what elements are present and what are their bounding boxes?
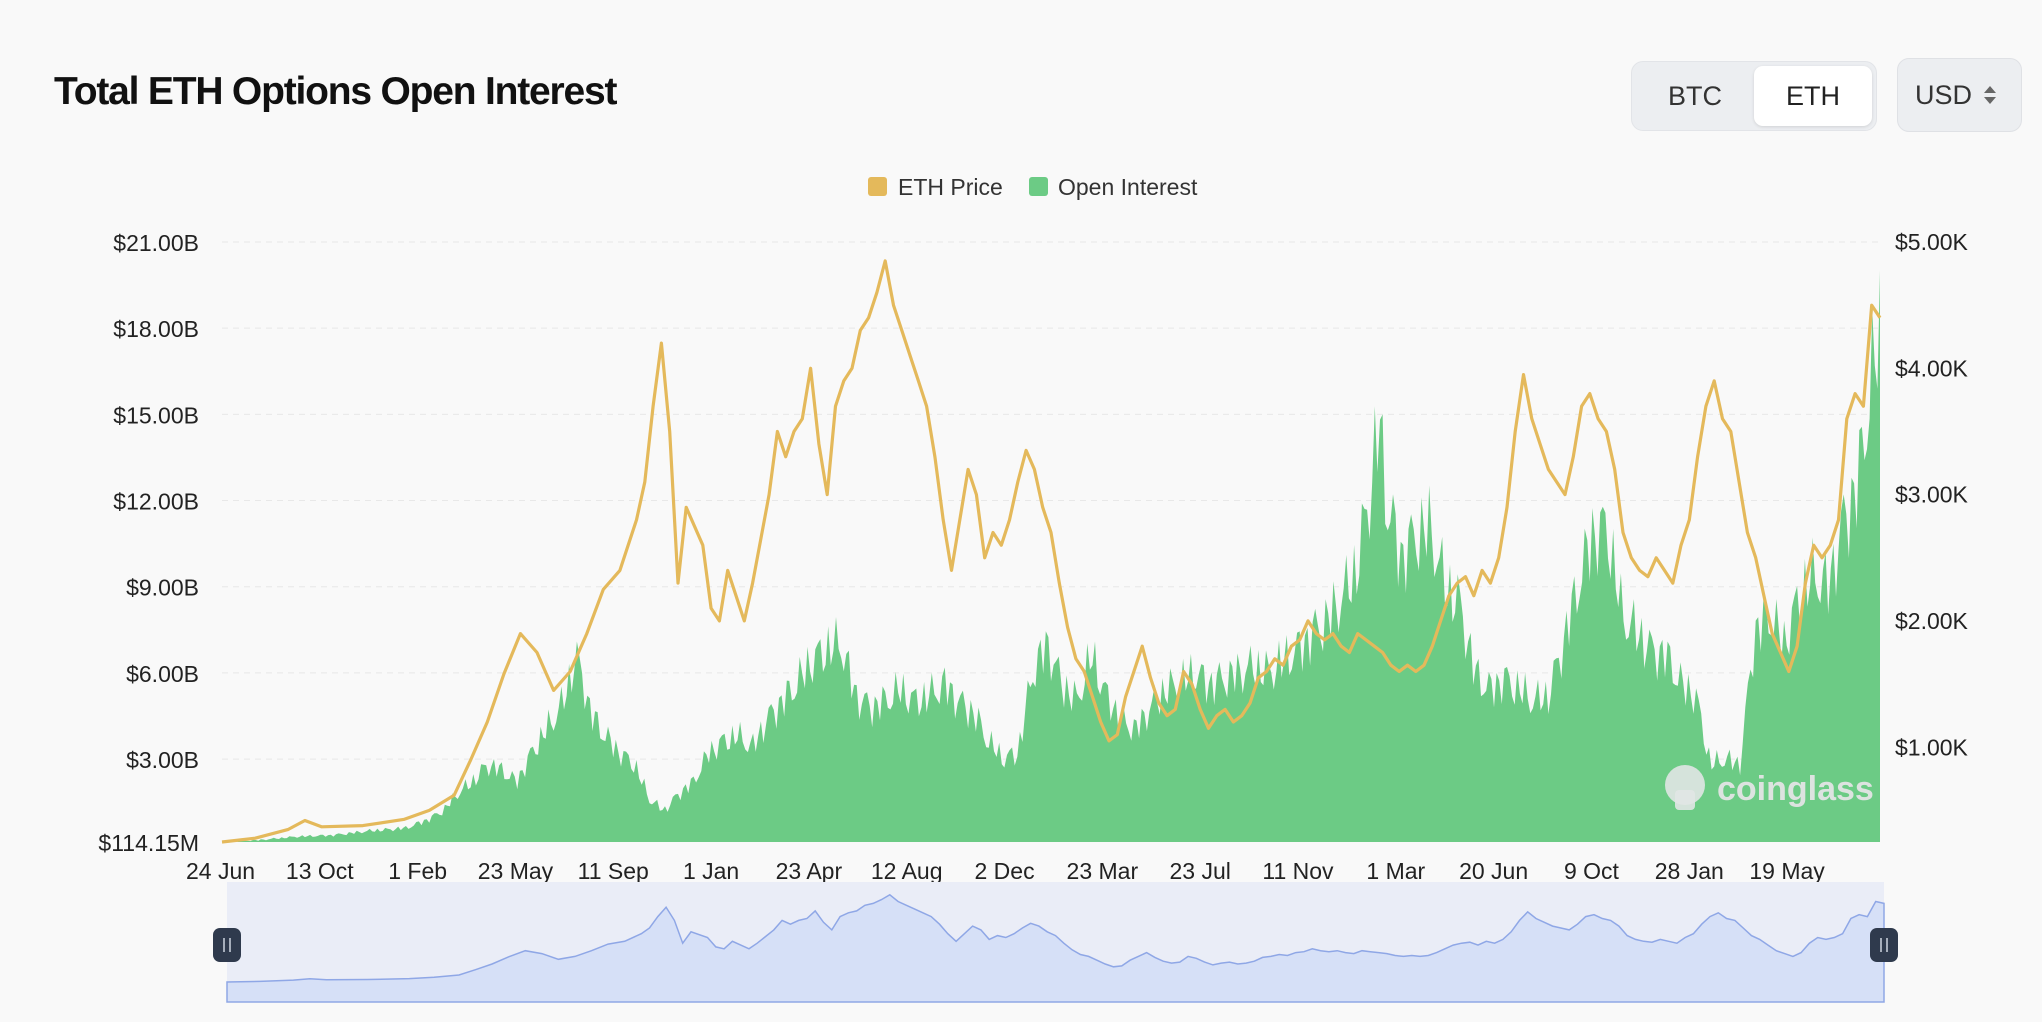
y-right-tick-label: $3.00K (1895, 482, 1969, 508)
x-tick-label: 20 Jun (1459, 858, 1528, 884)
x-tick-label: 19 May (1749, 858, 1825, 884)
y-right-tick-label: $2.00K (1895, 608, 1969, 634)
x-tick-label: 2 Dec (974, 858, 1034, 884)
x-tick-label: 28 Jan (1655, 858, 1724, 884)
legend-oi-swatch (1029, 177, 1048, 196)
x-tick-label: 1 Feb (388, 858, 447, 884)
y-left-tick-label: $15.00B (113, 402, 199, 428)
navigator-right-handle[interactable] (1870, 928, 1898, 962)
legend-price-swatch (868, 177, 887, 196)
x-tick-label: 9 Oct (1564, 858, 1620, 884)
x-tick-label: 12 Aug (871, 858, 943, 884)
legend-price-label: ETH Price (898, 174, 1003, 200)
y-left-tick-label: $18.00B (113, 316, 199, 342)
page-title: Total ETH Options Open Interest (54, 70, 617, 113)
asset-toggle: BTC ETH (1631, 61, 1877, 131)
y-right-tick-label: $1.00K (1895, 734, 1969, 760)
watermark-text: coinglass (1717, 770, 1874, 808)
y-left-tick-label: $21.00B (113, 230, 199, 256)
x-tick-label: 23 Jul (1169, 858, 1230, 884)
navigator-left-handle[interactable] (213, 928, 241, 962)
handle-grip-icon (1870, 928, 1898, 962)
y-right-tick-label: $5.00K (1895, 229, 1969, 255)
x-tick-label: 11 Nov (1262, 858, 1334, 884)
y-left-tick-label: $12.00B (113, 489, 199, 515)
currency-select[interactable]: USD (1897, 58, 2022, 132)
eth-toggle-button[interactable]: ETH (1754, 66, 1872, 126)
y-left-tick-label: $3.00B (126, 747, 199, 773)
btc-toggle-button[interactable]: BTC (1636, 66, 1754, 126)
y-right-tick-label: $4.00K (1895, 355, 1969, 381)
x-tick-label: 1 Mar (1366, 858, 1425, 884)
currency-value: USD (1915, 79, 1973, 110)
y-left-tick-label: $6.00B (126, 661, 199, 687)
eth-price-line (221, 259, 1882, 844)
chevron-updown-icon (1984, 86, 1997, 104)
x-tick-label: 23 Apr (776, 858, 843, 884)
legend-oi-label: Open Interest (1058, 174, 1198, 200)
x-tick-label: 11 Sep (578, 858, 649, 884)
y-left-tick-label: $114.15M (98, 830, 199, 856)
y-left-tick-label: $9.00B (126, 575, 199, 601)
watermark-logo-base (1675, 790, 1695, 810)
x-tick-label: 24 Jun (186, 858, 255, 884)
open-interest-area (222, 270, 1880, 842)
navigator-series (226, 893, 1885, 1003)
x-tick-label: 13 Oct (286, 858, 354, 884)
x-tick-label: 23 May (478, 858, 554, 884)
x-tick-label: 1 Jan (683, 858, 739, 884)
x-tick-label: 23 Mar (1067, 858, 1139, 884)
handle-grip-icon (213, 928, 241, 962)
